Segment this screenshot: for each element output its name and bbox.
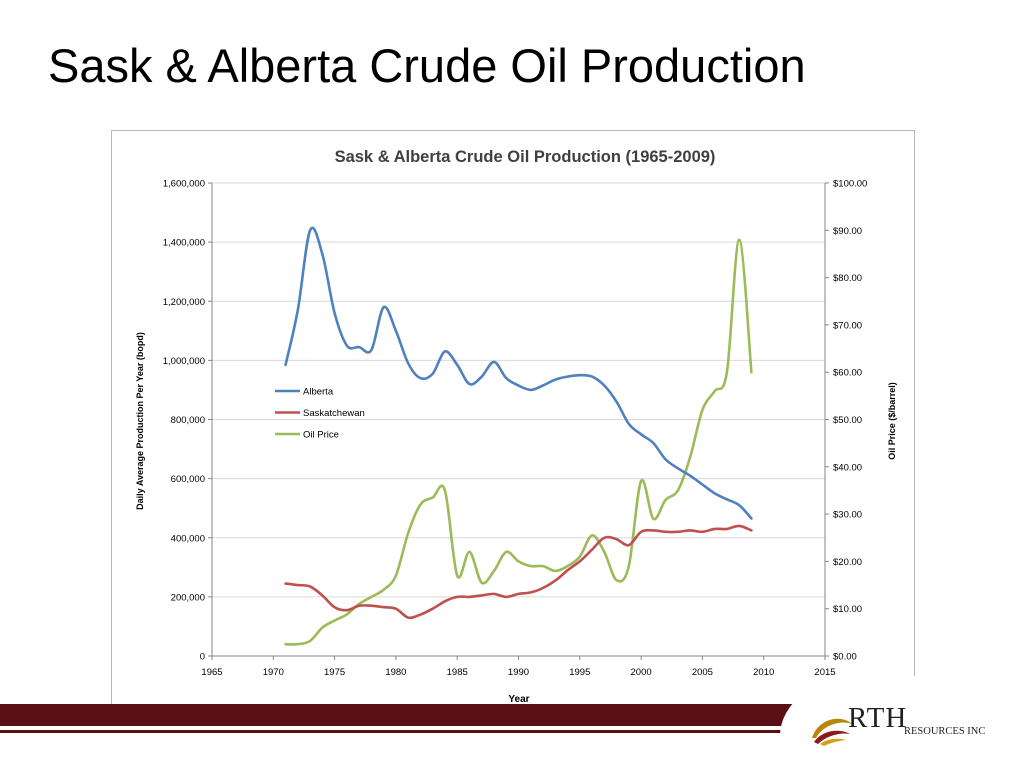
y2-tick-label: $30.00 [833, 510, 862, 521]
axes: 0 200,000 400,000 600,000 800,000 1,000,000 1,… [163, 179, 868, 679]
y-tick-label: 1,600,000 [163, 179, 205, 190]
y-tick-label: 1,400,000 [163, 238, 205, 249]
x-tick-label: 2010 [753, 667, 774, 678]
chart-title: Sask & Alberta Crude Oil Production (196… [335, 148, 716, 166]
x-tick-label: 2015 [814, 667, 835, 678]
y-tick-label: 1,000,000 [163, 356, 205, 367]
y2-axis-label: Oil Price ($/barrel) [887, 382, 897, 460]
production-price-chart: Sask & Alberta Crude Oil Production (196… [135, 148, 897, 705]
y2-tick-label: $20.00 [833, 557, 862, 568]
logo-name: RTH [848, 702, 908, 734]
logo-subtitle: RESOURCES INC [904, 726, 986, 737]
footer-logo-area [780, 676, 1024, 768]
y-tick-label: 400,000 [171, 533, 205, 544]
footer-band [0, 704, 820, 726]
y-tick-label: 200,000 [171, 592, 205, 603]
company-logo: RTH RESOURCES INC [808, 702, 1008, 750]
y-tick-label: 600,000 [171, 474, 205, 485]
legend: Alberta Saskatchewan Oil Price [275, 387, 365, 441]
slide-title: Sask & Alberta Crude Oil Production [48, 39, 806, 92]
x-tick-label: 1985 [447, 667, 468, 678]
y-tick-label: 1,200,000 [163, 297, 205, 308]
y2-tick-label: $80.00 [833, 273, 862, 284]
chart-frame: Sask & Alberta Crude Oil Production (196… [111, 130, 915, 718]
y2-tick-label: $0.00 [833, 652, 857, 663]
x-tick-label: 1975 [324, 667, 345, 678]
y2-tick-label: $100.00 [833, 179, 867, 190]
y-axis-label: Daily Average Production Per Year (bopd) [135, 332, 145, 510]
gridlines [212, 182, 825, 598]
alberta-line [284, 226, 753, 520]
y-tick-label: 0 [200, 652, 205, 663]
x-tick-label: 1995 [569, 667, 590, 678]
y2-tick-label: $40.00 [833, 462, 862, 473]
legend-label-saskatchewan: Saskatchewan [303, 408, 365, 419]
legend-label-oil-price: Oil Price [303, 430, 339, 441]
saskatchewan-line [284, 524, 753, 620]
y2-tick-label: $10.00 [833, 604, 862, 615]
x-tick-label: 2005 [692, 667, 713, 678]
oil-price-line [284, 238, 753, 646]
footer-band-thin [0, 730, 820, 733]
logo-swirl-icon [812, 718, 852, 746]
y2-tick-label: $70.00 [833, 320, 862, 331]
x-axis-label: Year [508, 694, 529, 705]
x-tick-label: 1965 [201, 667, 222, 678]
y2-tick-label: $50.00 [833, 415, 862, 426]
series-lines [284, 226, 753, 646]
legend-label-alberta: Alberta [303, 387, 334, 398]
y2-tick-label: $60.00 [833, 368, 862, 379]
x-tick-label: 1980 [385, 667, 406, 678]
x-tick-label: 1990 [508, 667, 529, 678]
y2-tick-label: $90.00 [833, 226, 862, 237]
x-tick-label: 1970 [263, 667, 284, 678]
x-tick-label: 2000 [631, 667, 652, 678]
y-tick-label: 800,000 [171, 415, 205, 426]
